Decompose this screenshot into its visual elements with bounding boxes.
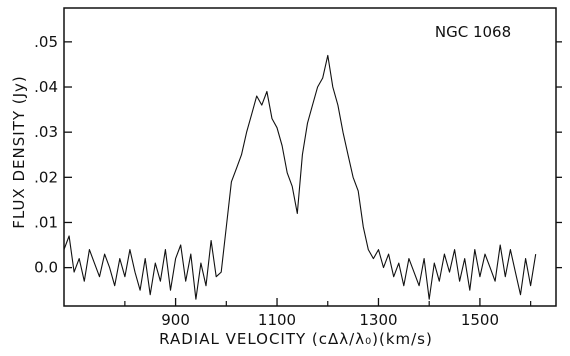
flux-spectrum-line <box>63 54 537 300</box>
x-axis-label: RADIAL VELOCITY (cΔλ/λ₀)(km/s) <box>159 330 433 348</box>
y-axis-ticks: 0.0 .01 .02 .03 .04 .05 <box>34 33 562 277</box>
chart-annotation: NGC 1068 <box>435 23 511 41</box>
x-tick-label: 1500 <box>461 311 499 329</box>
x-tick-label: 1100 <box>258 311 296 329</box>
x-tick-label: 1300 <box>359 311 397 329</box>
y-tick-label: .05 <box>34 33 58 51</box>
y-tick-label: .04 <box>34 78 58 96</box>
y-tick-label: .02 <box>34 168 58 186</box>
series-layer <box>63 54 537 300</box>
x-axis-ticks: 900 1100 1300 1500 <box>124 298 532 329</box>
y-tick-label: .01 <box>34 213 58 231</box>
y-tick-label: .03 <box>34 123 58 141</box>
x-tick-label: 900 <box>161 311 190 329</box>
plot-frame <box>63 7 557 307</box>
y-tick-label: 0.0 <box>34 259 58 277</box>
y-axis-label: FLUX DENSITY (Jy) <box>10 75 28 229</box>
